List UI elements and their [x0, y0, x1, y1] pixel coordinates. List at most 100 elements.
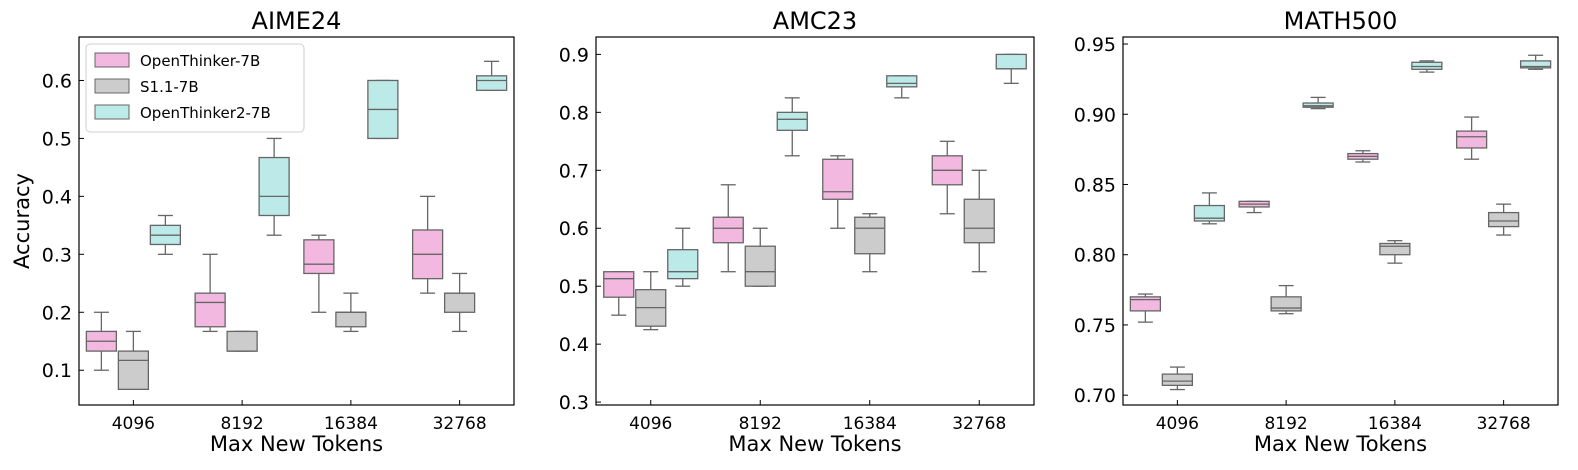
- plot-frame: [1122, 36, 1559, 406]
- y-tick-label: 0.70: [1074, 385, 1116, 407]
- y-tick-label: 0.9: [559, 44, 589, 66]
- y-tick-label: 0.3: [559, 392, 589, 414]
- y-tick-label: 0.6: [559, 218, 589, 240]
- x-axis-label: Max New Tokens: [728, 432, 901, 456]
- x-tick-label: 16384: [324, 414, 378, 434]
- box-s1-1-7b-16384: [335, 292, 367, 333]
- y-tick-label: 0.4: [559, 334, 589, 356]
- box-s1-1-7b-32768: [963, 169, 995, 273]
- box-body: [1129, 296, 1162, 312]
- box-openthinker-7b-16384: [1347, 150, 1379, 163]
- y-tick-label: 0.2: [42, 302, 72, 324]
- y-tick-label: 0.1: [42, 360, 72, 382]
- box-openthinker-7b-16384: [822, 155, 854, 229]
- box-openthinker-7b-32768: [1455, 116, 1488, 160]
- box-body: [303, 239, 335, 275]
- x-tick-label: 32768: [433, 414, 487, 434]
- y-tick-label: 0.85: [1074, 174, 1116, 196]
- legend-swatch: [94, 78, 130, 94]
- legend: OpenThinker-7B S1.1-7B OpenThinker2-7B: [85, 43, 305, 133]
- legend-label: OpenThinker-7B: [140, 52, 260, 70]
- x-tick-label: 8192: [1264, 414, 1307, 434]
- box-openthinker-7b-32768: [931, 140, 963, 215]
- y-tick-label: 0.80: [1074, 245, 1116, 267]
- box-openthinker2-7b-16384: [886, 75, 918, 99]
- y-tick-label: 0.7: [559, 160, 589, 182]
- box-body: [1161, 373, 1194, 386]
- y-tick-label: 0.95: [1074, 34, 1116, 56]
- box-s1-1-7b-8192: [1270, 284, 1302, 315]
- box-body: [258, 156, 290, 217]
- box-s1-1-7b-16384: [1379, 240, 1411, 264]
- box-openthinker2-7b-16384: [367, 79, 399, 140]
- legend-frame: [85, 43, 305, 133]
- x-tick-label: 32768: [1477, 414, 1531, 434]
- box-openthinker-7b-4096: [1129, 293, 1162, 323]
- plot-frame: [595, 36, 1035, 406]
- y-tick-label: 0.75: [1074, 315, 1116, 337]
- x-tick-label: 8192: [220, 414, 263, 434]
- box-body: [1193, 204, 1226, 222]
- box-body: [712, 216, 744, 244]
- x-axis-label: Max New Tokens: [1254, 432, 1427, 456]
- box-openthinker2-7b-8192: [258, 137, 290, 236]
- y-tick-label: 0.5: [559, 276, 589, 298]
- y-tick-label: 0.3: [42, 244, 72, 266]
- box-s1-1-7b-8192: [744, 227, 776, 287]
- box-body: [603, 271, 635, 298]
- x-tick-label: 4096: [629, 414, 672, 434]
- box-body: [822, 158, 854, 200]
- x-tick-label: 8192: [739, 414, 782, 434]
- box-s1-1-7b-32768: [443, 272, 476, 333]
- box-openthinker-7b-8192: [712, 184, 744, 273]
- box-openthinker2-7b-8192: [1302, 96, 1334, 110]
- box-openthinker-7b-4096: [85, 311, 118, 371]
- box-openthinker2-7b-16384: [1411, 60, 1443, 73]
- box-s1-1-7b-8192: [226, 330, 258, 352]
- box-body: [117, 350, 150, 391]
- box-s1-1-7b-16384: [854, 213, 886, 273]
- box-openthinker-7b-8192: [1238, 200, 1270, 214]
- box-openthinker-7b-4096: [603, 271, 635, 316]
- box-body: [335, 311, 367, 328]
- box-body: [1270, 296, 1302, 312]
- x-axis-label: Max New Tokens: [210, 432, 383, 456]
- panel-aime24: AIME24 Max New Tokens Accuracy 0.1 0.2 0.3 0.4…: [10, 7, 515, 456]
- box-body: [226, 330, 258, 352]
- x-tick-label: 16384: [843, 414, 897, 434]
- y-axis-label: Accuracy: [10, 173, 34, 269]
- box-body: [443, 292, 476, 313]
- box-openthinker2-7b-32768: [995, 53, 1027, 85]
- y-tick-label: 0.8: [559, 102, 589, 124]
- box-body: [1519, 60, 1552, 69]
- x-tick-label: 4096: [1156, 414, 1199, 434]
- box-openthinker2-7b-4096: [1193, 192, 1226, 225]
- box-body: [1487, 211, 1520, 228]
- box-body: [1379, 242, 1411, 256]
- plot-frame: [78, 36, 515, 406]
- legend-swatch: [94, 104, 130, 120]
- box-body: [995, 53, 1027, 70]
- box-body: [854, 216, 886, 255]
- box-openthinker2-7b-4096: [149, 214, 182, 255]
- box-body: [776, 111, 808, 131]
- box-body: [1302, 102, 1334, 108]
- y-tick-label: 0.90: [1074, 104, 1116, 126]
- box-openthinker-7b-8192: [194, 253, 226, 333]
- box-body: [194, 292, 226, 328]
- x-tick-label: 16384: [1368, 414, 1422, 434]
- panel-amc23: AMC23 Max New Tokens 0.3 0.4 0.5 0.6 0.7 0.8 0.9…: [559, 7, 1035, 456]
- box-s1-1-7b-4096: [635, 271, 667, 331]
- box-body: [886, 75, 918, 88]
- box-body: [475, 75, 508, 91]
- chart-title: MATH500: [1284, 7, 1398, 35]
- box-openthinker-7b-32768: [411, 195, 444, 294]
- box-body: [1411, 61, 1443, 70]
- box-body: [1455, 130, 1488, 149]
- y-tick-label: 0.5: [42, 128, 72, 150]
- box-s1-1-7b-4096: [1161, 366, 1194, 391]
- y-tick-label: 0.4: [42, 186, 72, 208]
- y-tick-label: 0.6: [42, 70, 72, 92]
- box-openthinker2-7b-32768: [1519, 54, 1552, 70]
